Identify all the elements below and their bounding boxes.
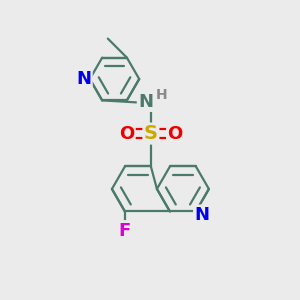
Text: F: F	[119, 221, 131, 239]
Text: S: S	[144, 124, 158, 143]
Text: O: O	[119, 124, 134, 142]
Text: N: N	[138, 92, 153, 110]
Text: O: O	[167, 124, 183, 142]
Text: N: N	[194, 206, 209, 224]
Text: N: N	[76, 70, 91, 88]
Text: H: H	[155, 88, 167, 102]
